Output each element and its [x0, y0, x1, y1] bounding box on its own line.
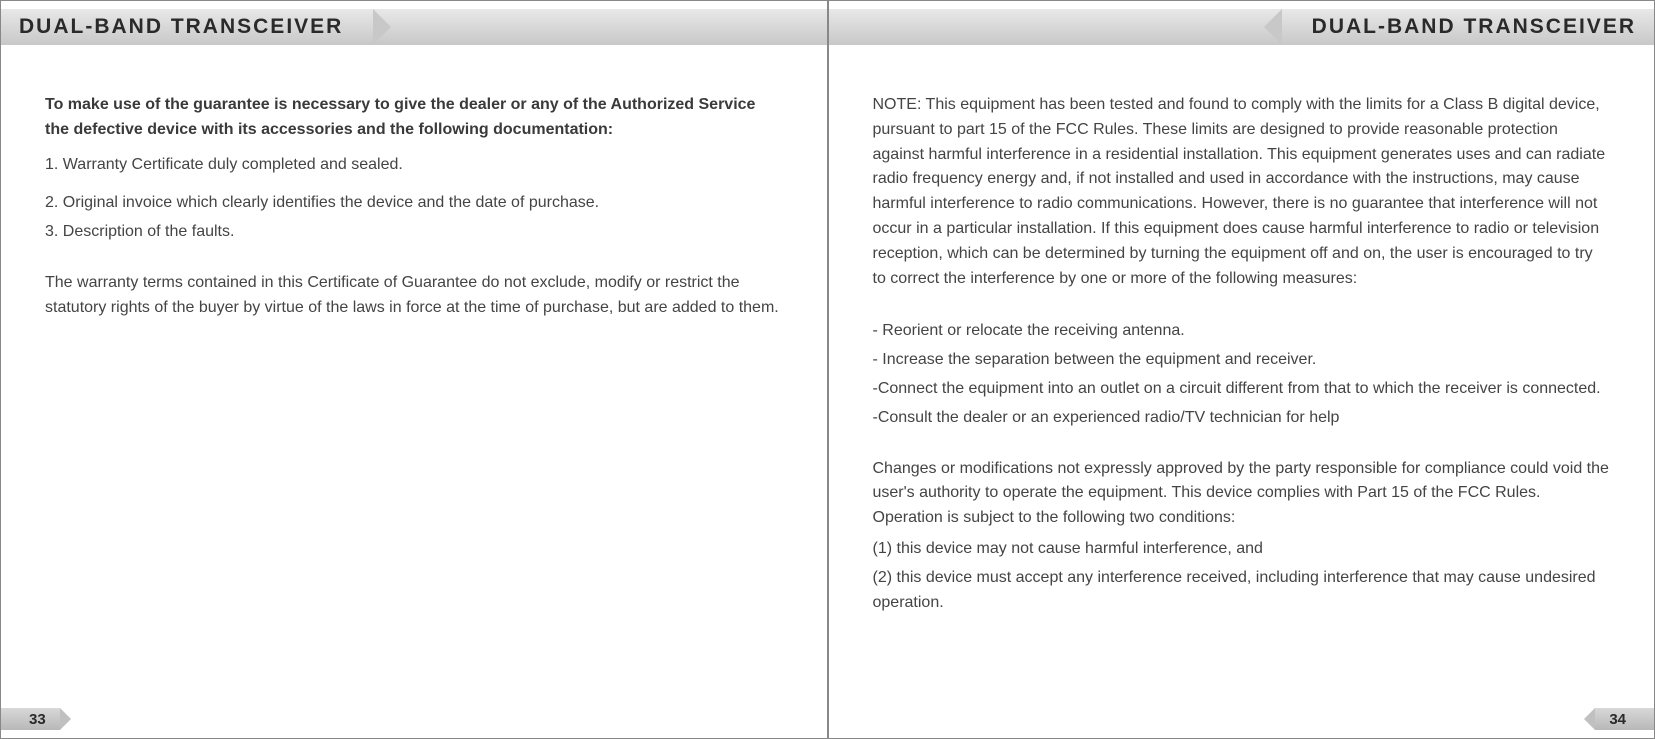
page-number-right: 34	[1595, 708, 1654, 730]
content-left: To make use of the guarantee is necessar…	[1, 45, 827, 704]
fcc-note: NOTE: This equipment has been tested and…	[873, 93, 1611, 291]
page-number-left: 33	[1, 708, 60, 730]
page-left: DUAL-BAND TRANSCEIVER To make use of the…	[0, 0, 828, 739]
page-number-label: 33	[29, 711, 46, 728]
warranty-item-2: 2. Original invoice which clearly identi…	[45, 191, 783, 216]
measure-2: - Increase the separation between the eq…	[873, 348, 1611, 373]
condition-2: (2) this device must accept any interfer…	[873, 566, 1611, 616]
footer-left: 33	[1, 704, 827, 734]
condition-1: (1) this device may not cause harmful in…	[873, 537, 1611, 562]
header-title: DUAL-BAND TRANSCEIVER	[19, 15, 343, 39]
header-title-wrap: DUAL-BAND TRANSCEIVER	[1282, 9, 1654, 45]
warranty-item-1: 1. Warranty Certificate duly completed a…	[45, 153, 783, 178]
warranty-intro: To make use of the guarantee is necessar…	[45, 93, 783, 143]
compliance-para: Changes or modifications not expressly a…	[873, 457, 1611, 531]
header-bar-right: DUAL-BAND TRANSCEIVER	[829, 9, 1655, 45]
content-right: NOTE: This equipment has been tested and…	[829, 45, 1655, 704]
page-right: DUAL-BAND TRANSCEIVER NOTE: This equipme…	[828, 0, 1655, 739]
page-number-label: 34	[1609, 711, 1626, 728]
header-title: DUAL-BAND TRANSCEIVER	[1312, 15, 1636, 39]
warranty-item-3: 3. Description of the faults.	[45, 220, 783, 245]
measure-1: - Reorient or relocate the receiving ant…	[873, 319, 1611, 344]
measure-4: -Consult the dealer or an experienced ra…	[873, 406, 1611, 431]
footer-right: 34	[829, 704, 1655, 734]
measure-3: -Connect the equipment into an outlet on…	[873, 377, 1611, 402]
header-title-wrap: DUAL-BAND TRANSCEIVER	[1, 9, 373, 45]
warranty-closing: The warranty terms contained in this Cer…	[45, 271, 783, 321]
header-bar-left: DUAL-BAND TRANSCEIVER	[1, 9, 827, 45]
